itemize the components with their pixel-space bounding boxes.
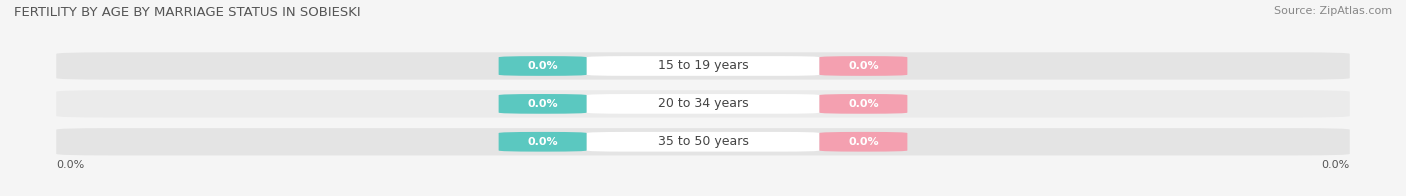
Text: 0.0%: 0.0% <box>527 137 558 147</box>
FancyBboxPatch shape <box>499 132 586 152</box>
FancyBboxPatch shape <box>586 132 820 152</box>
FancyBboxPatch shape <box>56 90 1350 118</box>
FancyBboxPatch shape <box>586 94 820 114</box>
Text: 20 to 34 years: 20 to 34 years <box>658 97 748 110</box>
Text: 35 to 50 years: 35 to 50 years <box>658 135 748 148</box>
FancyBboxPatch shape <box>56 128 1350 155</box>
FancyBboxPatch shape <box>820 56 907 76</box>
FancyBboxPatch shape <box>499 56 586 76</box>
Text: 0.0%: 0.0% <box>848 99 879 109</box>
Text: 15 to 19 years: 15 to 19 years <box>658 60 748 73</box>
FancyBboxPatch shape <box>586 56 820 76</box>
FancyBboxPatch shape <box>499 94 586 114</box>
Text: FERTILITY BY AGE BY MARRIAGE STATUS IN SOBIESKI: FERTILITY BY AGE BY MARRIAGE STATUS IN S… <box>14 6 361 19</box>
FancyBboxPatch shape <box>820 94 907 114</box>
Text: Source: ZipAtlas.com: Source: ZipAtlas.com <box>1274 6 1392 16</box>
FancyBboxPatch shape <box>56 52 1350 80</box>
Text: 0.0%: 0.0% <box>527 61 558 71</box>
Text: 0.0%: 0.0% <box>527 99 558 109</box>
Text: 0.0%: 0.0% <box>848 137 879 147</box>
Text: 0.0%: 0.0% <box>848 61 879 71</box>
Text: 0.0%: 0.0% <box>1322 160 1350 170</box>
FancyBboxPatch shape <box>820 132 907 152</box>
Text: 0.0%: 0.0% <box>56 160 84 170</box>
